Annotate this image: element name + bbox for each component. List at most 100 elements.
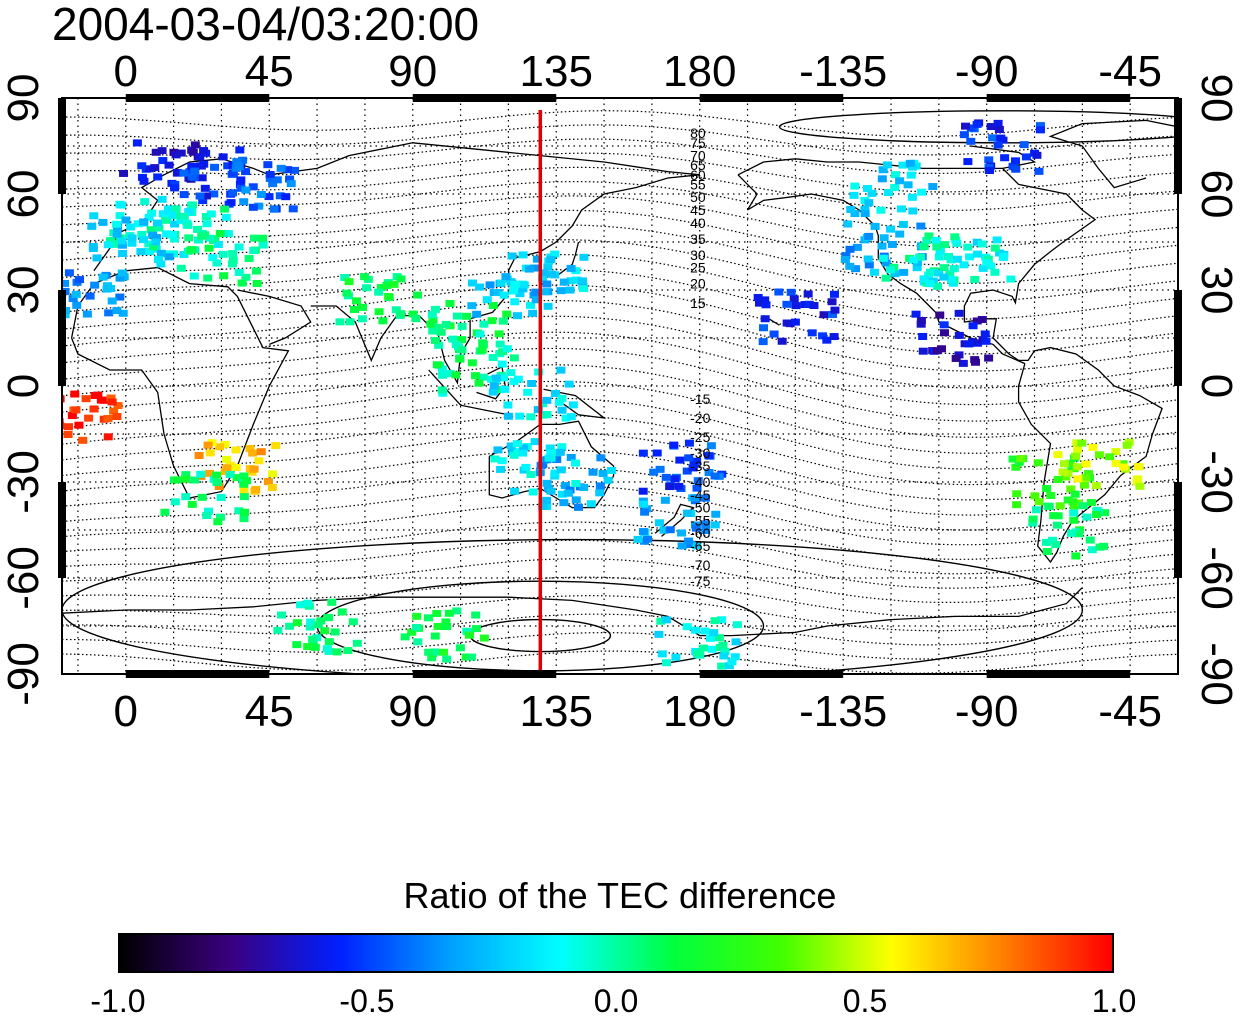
data-cell	[822, 336, 832, 344]
data-cell	[452, 607, 462, 615]
data-cell	[161, 216, 171, 224]
data-cell	[488, 354, 498, 362]
data-cell	[809, 302, 819, 310]
data-cell	[221, 213, 231, 221]
data-cell	[954, 351, 964, 359]
data-cell	[438, 371, 448, 379]
data-cell	[544, 454, 554, 462]
data-cell	[1087, 546, 1097, 554]
data-cell	[1071, 552, 1081, 560]
data-cell	[692, 542, 702, 550]
data-cell	[434, 323, 444, 331]
x-bottom-tick-label: 90	[388, 687, 437, 736]
data-cell	[916, 253, 926, 261]
data-cell	[133, 220, 143, 228]
data-cell	[922, 236, 932, 244]
data-cell	[500, 385, 510, 393]
data-cell	[104, 309, 114, 317]
data-cell	[209, 190, 219, 198]
data-cell	[1069, 516, 1079, 524]
data-cell	[849, 191, 859, 199]
data-cell	[64, 269, 74, 277]
data-cell	[1073, 446, 1083, 454]
data-cell	[352, 639, 362, 647]
data-cell	[208, 254, 218, 262]
y-right-tick-label: 30	[1192, 266, 1240, 315]
data-cell	[151, 238, 161, 246]
data-cell	[639, 500, 649, 508]
data-cell	[117, 241, 127, 249]
data-cell	[349, 306, 359, 314]
x-bottom-tick-label: -90	[955, 687, 1019, 736]
data-cell	[700, 494, 710, 502]
x-top-tick-label: -90	[955, 47, 1019, 96]
x-bottom-tick-label: -135	[799, 687, 887, 736]
data-cell	[919, 275, 929, 283]
data-cell	[559, 499, 569, 507]
data-cell	[717, 662, 727, 670]
contour-label: 80	[690, 125, 706, 141]
data-cell	[223, 162, 233, 170]
data-cell	[442, 655, 452, 663]
data-cell	[706, 442, 716, 450]
contour-label: 50	[690, 189, 706, 205]
frame-tick-bar	[1174, 98, 1182, 194]
data-cell	[727, 658, 737, 666]
data-cell	[984, 354, 994, 362]
data-cell	[1011, 165, 1021, 173]
data-cell	[198, 196, 208, 204]
data-cell	[445, 369, 455, 377]
data-cell	[661, 473, 671, 481]
data-cell	[52, 265, 61, 272]
data-cell	[485, 281, 495, 289]
data-cell	[441, 618, 451, 626]
data-cell	[693, 477, 703, 485]
data-cell	[829, 333, 839, 341]
data-cell	[72, 301, 82, 309]
data-cell	[704, 469, 714, 477]
data-cell	[1061, 473, 1071, 481]
data-cell	[819, 311, 829, 319]
contour-label: -50	[690, 500, 710, 516]
data-cell	[286, 180, 296, 188]
data-cell	[665, 483, 675, 491]
data-cell	[488, 301, 498, 309]
data-cell	[1044, 502, 1054, 510]
data-cell	[682, 467, 692, 475]
data-cell	[489, 382, 499, 390]
data-cell	[1063, 496, 1073, 504]
frame-tick-bar	[1174, 290, 1182, 386]
data-cell	[107, 297, 117, 305]
data-cell	[310, 643, 320, 651]
data-cell	[933, 282, 943, 290]
data-cell	[1122, 441, 1132, 449]
data-cell	[538, 502, 548, 510]
data-cell	[753, 293, 763, 301]
data-cell	[303, 599, 313, 607]
data-cell	[966, 137, 976, 145]
data-cell	[877, 242, 887, 250]
data-cell	[518, 449, 528, 457]
data-cell	[993, 141, 1003, 149]
data-cell	[206, 210, 216, 218]
data-cell	[1081, 460, 1091, 468]
data-cell	[249, 247, 259, 255]
data-cell	[201, 213, 211, 221]
data-cell	[176, 216, 186, 224]
data-cell	[595, 489, 605, 497]
data-cell	[709, 629, 719, 637]
data-cell	[869, 268, 879, 276]
data-cell	[638, 528, 648, 536]
data-cell	[49, 309, 58, 316]
data-cell	[149, 243, 159, 251]
data-cell	[638, 449, 648, 457]
data-cell	[698, 644, 708, 652]
data-cell	[119, 169, 129, 177]
data-cell	[1133, 463, 1143, 471]
data-cell	[239, 515, 249, 523]
data-cell	[272, 176, 282, 184]
data-cell	[710, 521, 720, 529]
data-cell	[717, 616, 727, 624]
contour-line	[62, 414, 1178, 486]
coastline	[70, 266, 290, 499]
